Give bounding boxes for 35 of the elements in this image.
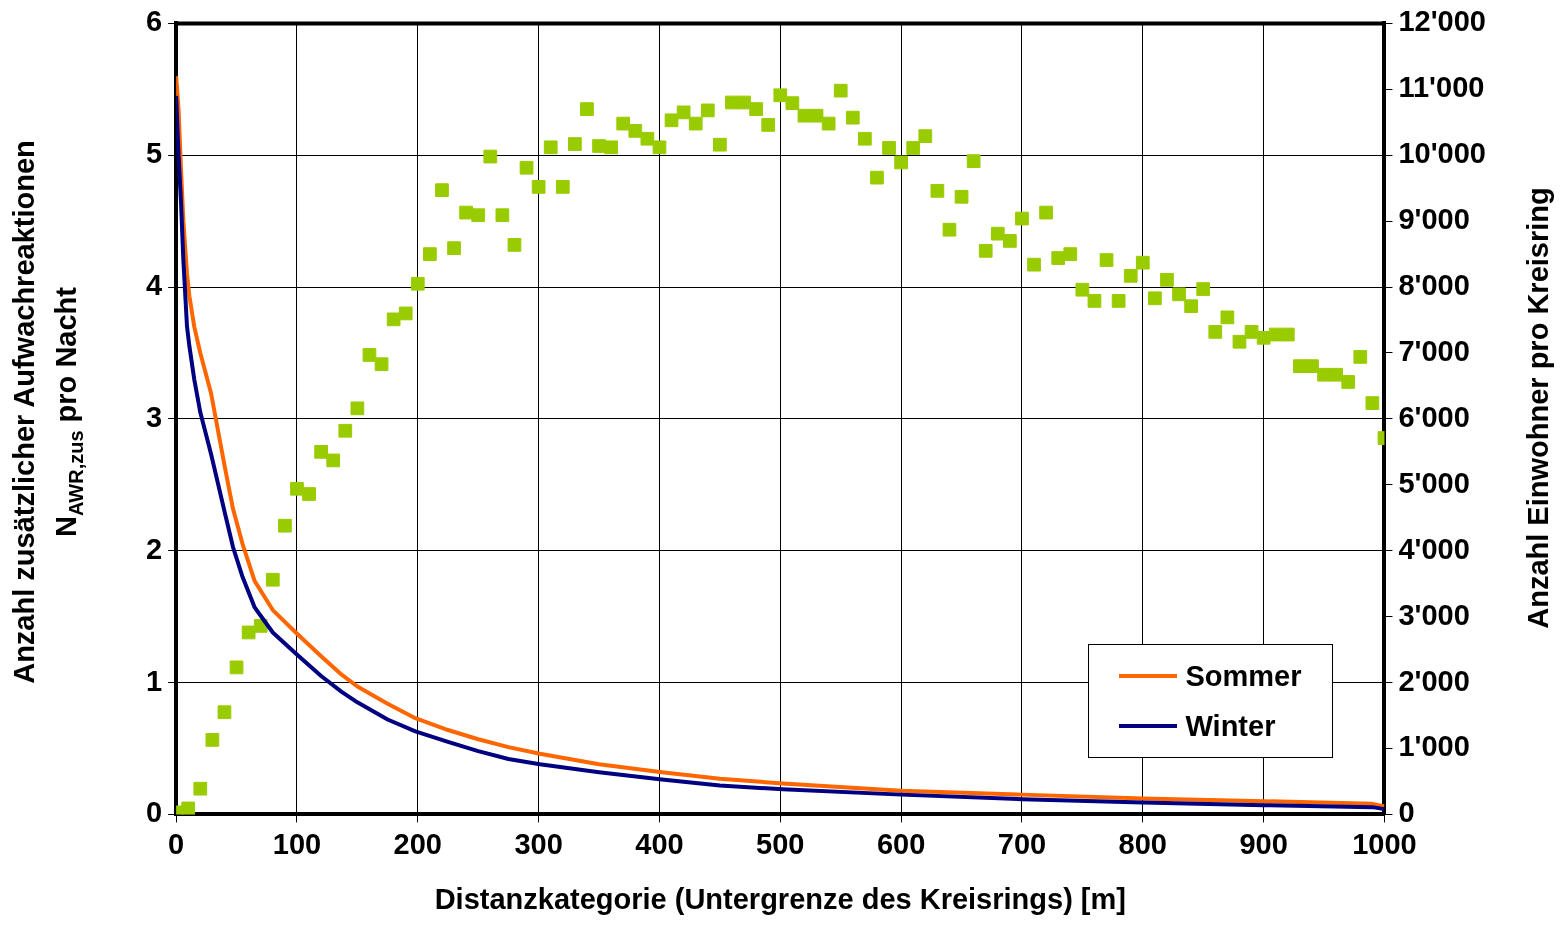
legend-label: Winter [1185, 709, 1276, 743]
y2-tick-label: 8'000 [1398, 269, 1470, 302]
x-tick-label: 0 [168, 827, 185, 860]
y2-tick-label: 3'000 [1398, 598, 1470, 631]
y2-tick-label: 2'000 [1398, 664, 1470, 697]
y-tick-label: 0 [145, 796, 163, 829]
y2-tick-label: 10'000 [1398, 137, 1487, 170]
x-tick-label: 400 [635, 827, 684, 860]
y-tick-label: 4 [145, 269, 163, 302]
y2-tick-label: 6'000 [1398, 400, 1470, 433]
y-tick-label: 6 [145, 5, 163, 38]
x-tick-label: 1000 [1352, 827, 1417, 860]
y2-tick-label: 0 [1398, 796, 1415, 829]
y-tick-label: 3 [145, 400, 163, 433]
y2-tick-label: 5'000 [1398, 466, 1470, 499]
x-tick-label: 700 [997, 827, 1047, 860]
y2-axis-title: Anzahl Einwohner pro Kreisring [1521, 186, 1555, 631]
x-axis-title: Distanzkategorie (Untergrenze des Kreisrings) [m] [434, 882, 1126, 915]
y2-tick-label: 1'000 [1398, 730, 1470, 763]
y2-tick-label: 11'000 [1398, 71, 1485, 104]
x-tick-label: 500 [756, 827, 805, 860]
y-tick-label: 2 [145, 532, 163, 565]
x-tick-label: 900 [1239, 827, 1288, 860]
x-tick-label: 300 [514, 827, 563, 860]
x-tick-label: 100 [272, 827, 322, 860]
y-tick-label: 1 [145, 664, 163, 697]
x-tick-label: 600 [876, 827, 926, 860]
y-tick-label: 5 [145, 137, 163, 170]
x-tick-label: 800 [1118, 827, 1167, 860]
x-tick-label: 200 [393, 827, 442, 860]
y2-tick-label: 4'000 [1398, 532, 1470, 565]
y2-tick-label: 12'000 [1398, 5, 1487, 38]
y2-tick-label: 7'000 [1398, 334, 1470, 367]
legend-label: Sommer [1185, 659, 1302, 693]
y2-tick-label: 9'000 [1398, 203, 1470, 236]
